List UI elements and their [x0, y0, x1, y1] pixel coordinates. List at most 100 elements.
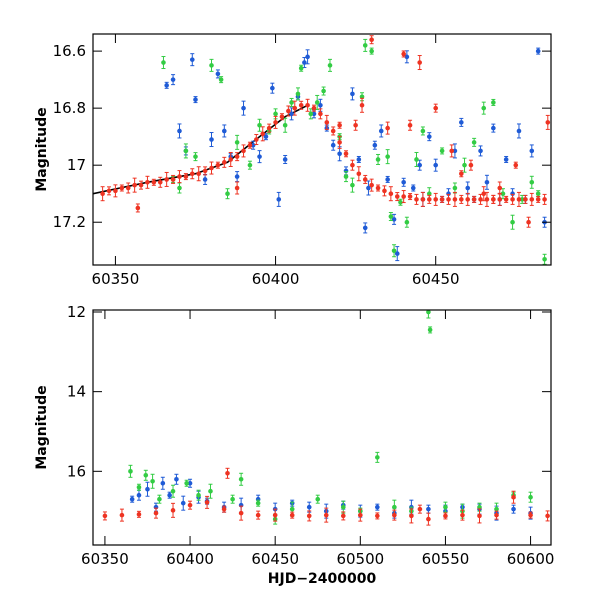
data-point: [426, 516, 431, 522]
data-point: [404, 54, 410, 60]
data-point: [439, 197, 445, 202]
data-point: [460, 512, 465, 518]
data-point: [189, 171, 195, 177]
data-point: [305, 54, 310, 60]
y-axis-title: Magnitude: [34, 385, 50, 469]
data-point: [330, 128, 336, 134]
plot-frame: [92, 309, 552, 546]
data-point: [327, 63, 333, 68]
data-point: [409, 513, 414, 519]
data-point: [170, 177, 176, 182]
x-tick-label: 60350: [92, 270, 140, 288]
data-point: [125, 185, 131, 191]
data-point: [426, 197, 432, 202]
data-point: [204, 500, 210, 505]
data-point: [241, 105, 246, 111]
data-point: [471, 197, 477, 202]
data-point: [208, 488, 213, 494]
data-point: [193, 97, 198, 102]
data-point: [394, 194, 400, 199]
data-point: [183, 174, 189, 179]
data-point: [263, 134, 269, 139]
data-point: [350, 162, 355, 168]
data-point: [143, 472, 149, 478]
data-point: [477, 504, 482, 510]
data-point: [157, 496, 162, 502]
data-point: [132, 182, 137, 188]
data-series-0: [129, 473, 533, 521]
data-point: [545, 120, 551, 125]
data-point: [215, 71, 221, 77]
data-point: [420, 197, 426, 202]
data-point: [503, 197, 509, 202]
data-point: [187, 480, 193, 486]
data-point: [535, 197, 541, 202]
data-point: [407, 194, 413, 199]
data-point: [491, 197, 496, 202]
data-point: [106, 188, 112, 194]
data-point: [222, 128, 227, 134]
data-point: [221, 506, 227, 512]
data-point: [311, 105, 317, 111]
data-point: [443, 513, 448, 519]
data-point: [238, 510, 244, 516]
y-tick-label: 16.6: [53, 42, 86, 60]
data-point: [513, 162, 519, 168]
data-point: [417, 60, 422, 65]
data-point: [164, 177, 169, 182]
data-point: [337, 140, 342, 145]
data-point: [510, 197, 515, 202]
data-point: [209, 165, 214, 171]
data-point: [528, 494, 533, 500]
data-point: [433, 162, 438, 168]
data-point: [273, 111, 278, 117]
data-point: [257, 122, 262, 128]
data-point: [529, 197, 535, 202]
data-point: [535, 191, 541, 197]
data-point: [119, 185, 125, 191]
data-point: [225, 471, 230, 476]
data-point: [167, 492, 172, 498]
data-point: [266, 125, 272, 131]
data-point: [302, 60, 307, 65]
data-point: [289, 100, 294, 105]
data-point: [497, 185, 503, 191]
data-point: [443, 504, 448, 510]
data-point: [250, 142, 256, 148]
data-point: [459, 171, 464, 177]
data-point: [452, 148, 458, 154]
data-point: [528, 512, 533, 518]
data-point: [394, 251, 400, 256]
data-point: [340, 504, 346, 510]
data-point: [481, 105, 487, 111]
data-point: [449, 148, 455, 154]
data-point: [417, 506, 423, 512]
plot-area: [102, 310, 550, 526]
data-point: [426, 134, 432, 139]
data-point: [375, 455, 380, 460]
data-point: [500, 191, 506, 197]
data-point: [359, 102, 365, 108]
data-point: [433, 197, 438, 202]
data-point: [311, 111, 317, 117]
data-point: [247, 142, 253, 148]
data-point: [209, 137, 214, 142]
data-point: [503, 157, 509, 162]
data-point: [225, 191, 230, 197]
data-point: [170, 508, 176, 513]
data-point: [314, 100, 320, 105]
data-point: [323, 512, 329, 518]
data-point: [306, 513, 312, 519]
data-point: [138, 182, 144, 188]
data-point: [170, 77, 176, 82]
x-axis-title: HJD−2400000: [268, 571, 377, 587]
data-point: [372, 142, 378, 148]
data-point: [337, 122, 342, 128]
data-point: [350, 182, 355, 188]
data-point: [247, 162, 253, 168]
data-point: [209, 63, 214, 68]
data-point: [177, 185, 182, 191]
data-point: [375, 185, 381, 191]
data-point: [401, 51, 406, 57]
data-point: [410, 185, 416, 191]
